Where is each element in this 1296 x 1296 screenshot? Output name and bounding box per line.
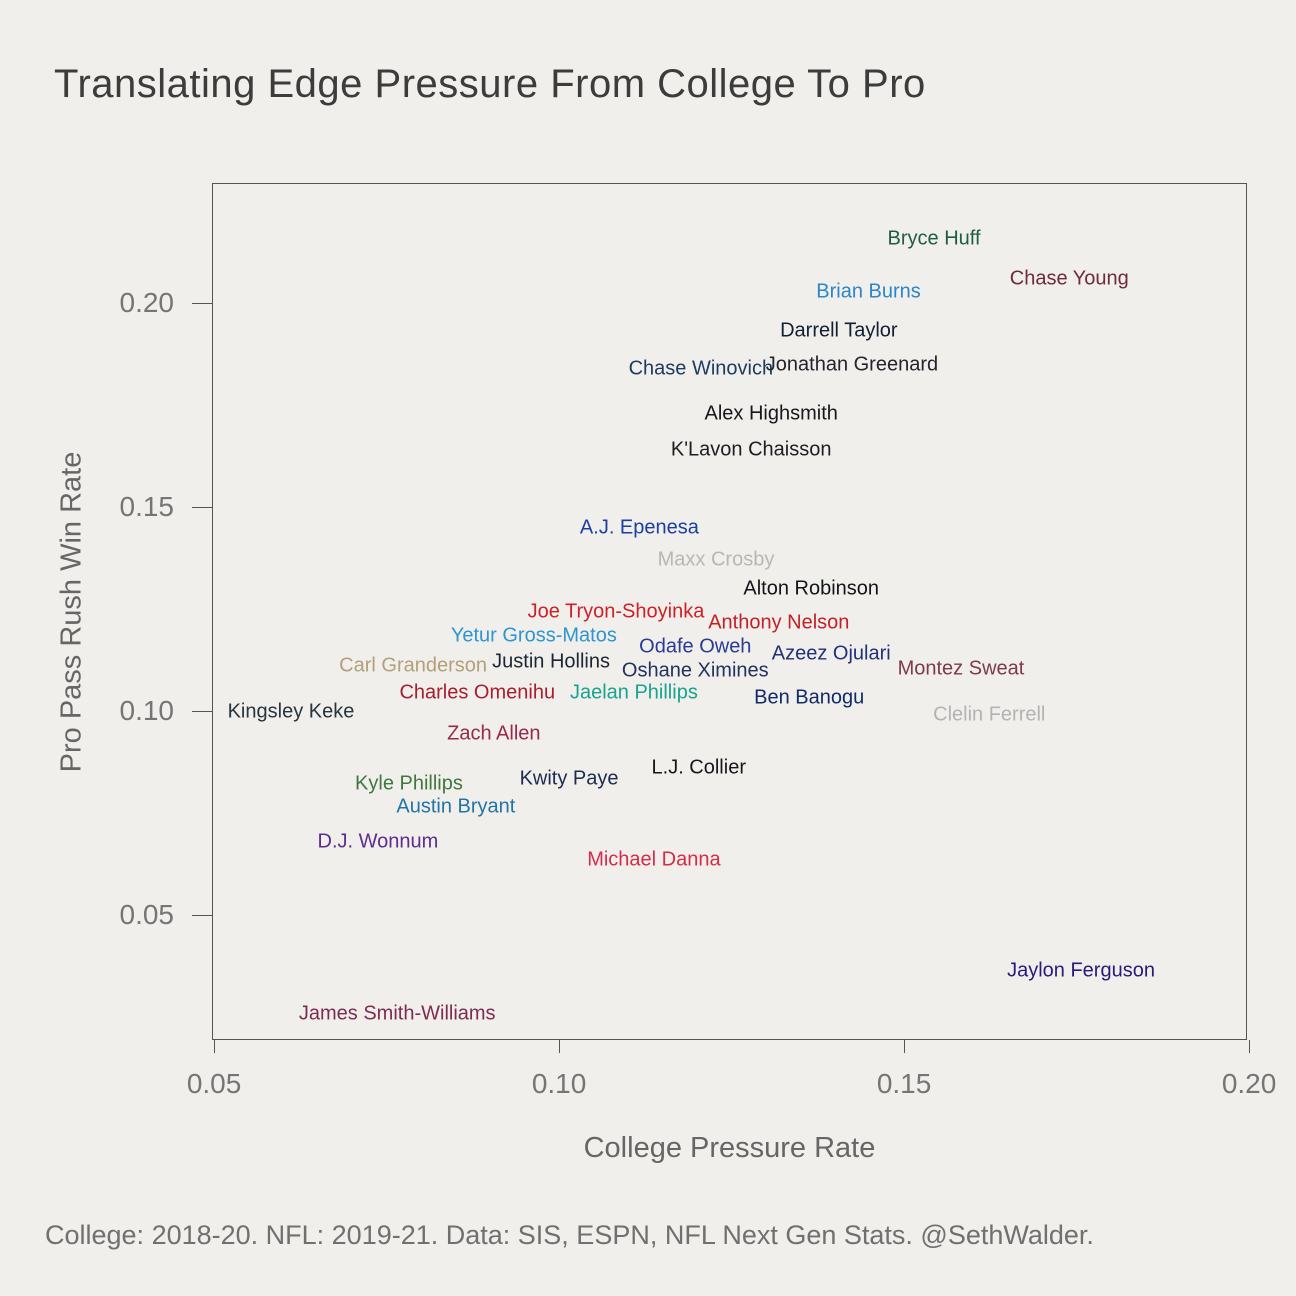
point-label: Kwity Paye (519, 767, 619, 790)
point-label: Charles Omenihu (399, 681, 556, 704)
x-tick-mark (904, 1040, 906, 1053)
point-label: Kingsley Keke (227, 700, 355, 723)
y-tick-label: 0.05 (119, 899, 175, 931)
point-label: D.J. Wonnum (317, 830, 439, 853)
x-tick-label: 0.10 (531, 1068, 587, 1099)
point-label: Jaelan Phillips (569, 681, 698, 704)
y-tick-mark (192, 915, 212, 917)
point-label: A.J. Epenesa (579, 516, 699, 539)
point-label: Zach Allen (447, 722, 541, 745)
point-label: Michael Danna (587, 848, 721, 871)
point-label: Jonathan Greenard (765, 353, 939, 376)
point-label: Oshane Ximines (621, 659, 769, 682)
point-label: Brian Burns (816, 280, 921, 303)
y-tick-label: 0.20 (119, 286, 175, 318)
point-label: Joe Tryon-Shoyinka (527, 600, 705, 623)
point-label: Clelin Ferrell (933, 703, 1046, 726)
x-tick-label: 0.20 (1221, 1068, 1277, 1099)
point-label: Alton Robinson (743, 577, 880, 600)
y-tick-mark (192, 302, 212, 304)
point-label: Anthony Nelson (708, 611, 850, 634)
source-caption: College: 2018-20. NFL: 2019-21. Data: SI… (45, 1220, 1094, 1250)
point-label: Maxx Crosby (657, 548, 775, 571)
x-axis-title: College Pressure Rate (583, 1132, 876, 1164)
point-label: Bryce Huff (887, 227, 981, 250)
point-label: Odafe Oweh (639, 635, 752, 658)
point-label: James Smith-Williams (298, 1002, 496, 1025)
x-tick-mark (559, 1040, 561, 1053)
point-label: Chase Winovich (628, 357, 774, 380)
point-label: Austin Bryant (396, 795, 516, 818)
point-label: Yetur Gross-Matos (450, 624, 617, 647)
point-label: Jaylon Ferguson (1007, 959, 1155, 982)
y-tick-label: 0.15 (119, 491, 175, 523)
y-tick-mark (192, 711, 212, 713)
x-tick-mark (1249, 1040, 1251, 1053)
y-tick-mark (192, 507, 212, 509)
chart-title: Translating Edge Pressure From College T… (54, 62, 926, 106)
y-tick-label: 0.10 (119, 695, 175, 727)
point-label: L.J. Collier (651, 756, 746, 779)
point-label: Montez Sweat (897, 657, 1025, 680)
point-label: Kyle Phillips (355, 772, 463, 795)
point-label: Alex Highsmith (704, 402, 838, 425)
x-tick-label: 0.05 (186, 1068, 242, 1099)
point-label: Ben Banogu (754, 686, 865, 709)
point-label: K'Lavon Chaisson (670, 438, 832, 461)
point-label: Darrell Taylor (780, 319, 898, 342)
x-tick-label: 0.15 (876, 1068, 932, 1099)
plot-area: Bryce Huff Chase Young Brian Burns Darrell … (212, 183, 1247, 1040)
y-axis-title: Pro Pass Rush Win Rate (55, 451, 88, 773)
point-label: Carl Granderson (339, 654, 488, 677)
point-label: Azeez Ojulari (771, 642, 891, 665)
point-label: Chase Young (1009, 267, 1129, 290)
x-tick-mark (214, 1040, 216, 1053)
point-label: Justin Hollins (492, 650, 611, 673)
